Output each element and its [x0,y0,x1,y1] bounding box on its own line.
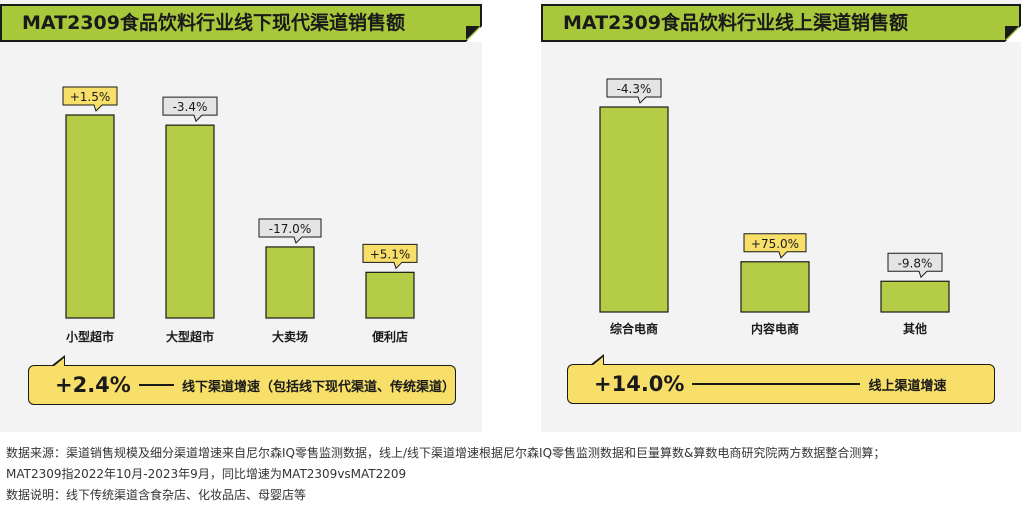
online-chart-title-text: MAT2309食品饮料行业线上渠道销售额 [563,12,908,34]
category-label-内容电商: 内容电商 [751,321,799,336]
offline-chart-panel: MAT2309食品饮料行业线下现代渠道销售额 +1.5% 小型超市 -3.4% 大型超… [0,0,482,432]
offline-chart-title: MAT2309食品饮料行业线下现代渠道销售额 [0,4,482,42]
svg-text:-9.8%: -9.8% [898,256,933,270]
data-label-其他: -9.8% [887,252,943,279]
footnote-period: MAT2309指2022年10月-2023年9月，同比增速为MAT2309vsM… [6,467,407,481]
bar-综合电商 [599,106,669,313]
bar-其他 [880,280,950,313]
data-label-综合电商: -4.3% [606,78,662,104]
offline-growth-label: 线下渠道增速（包括线下现代渠道、传统渠道） [181,379,455,395]
bar-大卖场 [265,246,315,319]
category-label-其他: 其他 [903,321,927,336]
data-label-小型超市: +1.5% [62,86,118,112]
bar-小型超市 [65,114,115,319]
svg-text:+75.0%: +75.0% [751,237,799,251]
svg-text:-4.3%: -4.3% [617,82,652,96]
online-chart-title: MAT2309食品饮料行业线上渠道销售额 [541,4,1021,42]
offline-bar-chart: +1.5% 小型超市 -3.4% 大型超市 -17.0% 大卖场 +5.1% 便利店 [62,86,418,344]
category-label-小型超市: 小型超市 [66,329,114,344]
data-label-大型超市: -3.4% [162,96,218,123]
svg-text:-3.4%: -3.4% [173,100,208,114]
footnotes: 数据来源：渠道销售规模及细分渠道增速来自尼尔森IQ零售监测数据，线上/线下渠道增… [6,443,885,506]
bar-便利店 [365,271,415,319]
summary-connector-line [692,383,861,385]
category-label-综合电商: 综合电商 [610,321,658,336]
data-label-便利店: +5.1% [362,243,418,270]
category-label-便利店: 便利店 [372,329,408,344]
svg-text:+5.1%: +5.1% [370,247,411,261]
online-growth-label: 线上渠道增速 [868,378,947,394]
summary-connector-line [138,384,174,386]
footnote-source: 数据来源：渠道销售规模及细分渠道增速来自尼尔森IQ零售监测数据，线上/线下渠道增… [6,446,886,460]
bar-大型超市 [165,124,215,319]
banner-fold-shadow-icon [1005,26,1019,40]
online-growth-value: +14.0% [594,372,685,396]
bar-内容电商 [740,261,810,313]
offline-growth-value: +2.4% [55,373,131,397]
footnote-definition: 数据说明：线下传统渠道含食杂店、化妆品店、母婴店等 [6,488,307,502]
data-label-大卖场: -17.0% [258,218,322,244]
offline-chart-title-text: MAT2309食品饮料行业线下现代渠道销售额 [22,12,405,34]
offline-summary-box: +2.4% 线下渠道增速（包括线下现代渠道、传统渠道） [28,355,456,405]
category-label-大卖场: 大卖场 [272,329,308,344]
svg-text:+1.5%: +1.5% [70,90,111,104]
online-bar-chart: -4.3% 综合电商 +75.0% 内容电商 -9.8% 其他 [599,78,950,336]
online-chart-panel: MAT2309食品饮料行业线上渠道销售额 -4.3% 综合电商 +75.0% 内容电商… [541,0,1021,432]
banner-fold-shadow-icon [466,26,480,40]
data-label-内容电商: +75.0% [743,233,807,259]
svg-text:-17.0%: -17.0% [269,222,311,236]
online-summary-box: +14.0% 线上渠道增速 [567,354,995,404]
category-label-大型超市: 大型超市 [166,329,214,344]
